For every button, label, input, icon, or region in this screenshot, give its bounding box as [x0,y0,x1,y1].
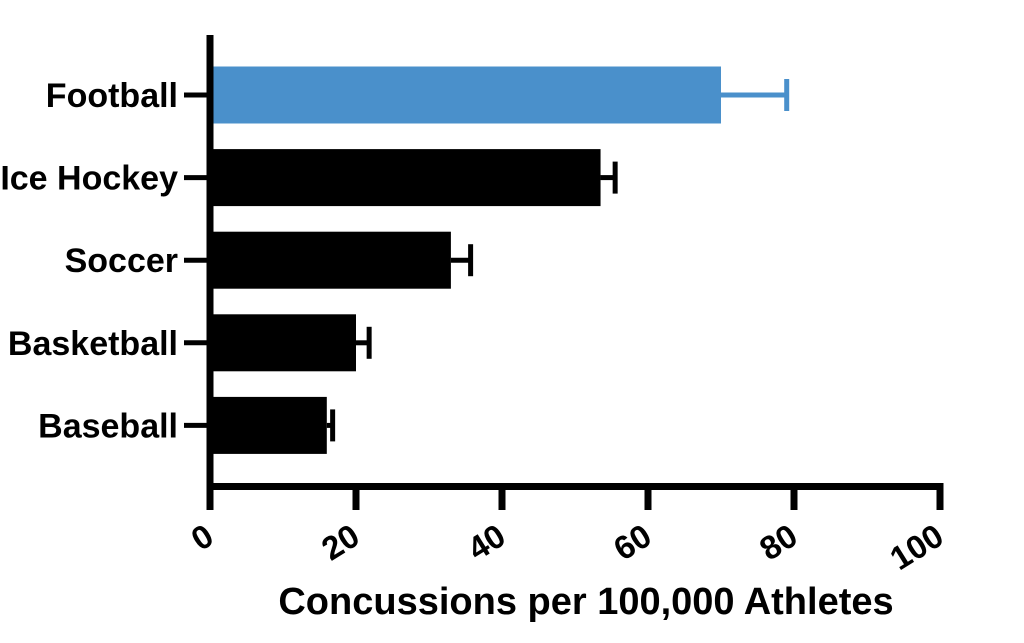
bar-football [210,66,721,124]
x-tick-label-0: 0 [185,517,220,558]
x-tick-label-100: 100 [883,517,949,578]
category-label-baseball: Baseball [38,407,178,445]
x-tick-label-20: 20 [315,517,366,568]
x-tick-label-80: 80 [753,517,804,568]
bar-soccer [210,231,451,289]
category-label-basketball: Basketball [8,325,178,363]
x-tick-label-40: 40 [461,517,512,568]
bar-ice-hockey [210,149,601,207]
x-tick-label-60: 60 [607,517,658,568]
bar-basketball [210,314,356,372]
category-label-football: Football [46,77,178,115]
x-axis-title: Concussions per 100,000 Athletes [278,581,893,623]
category-label-ice-hockey: Ice Hockey [0,160,178,198]
bar-baseball [210,396,327,454]
category-label-soccer: Soccer [65,242,178,280]
